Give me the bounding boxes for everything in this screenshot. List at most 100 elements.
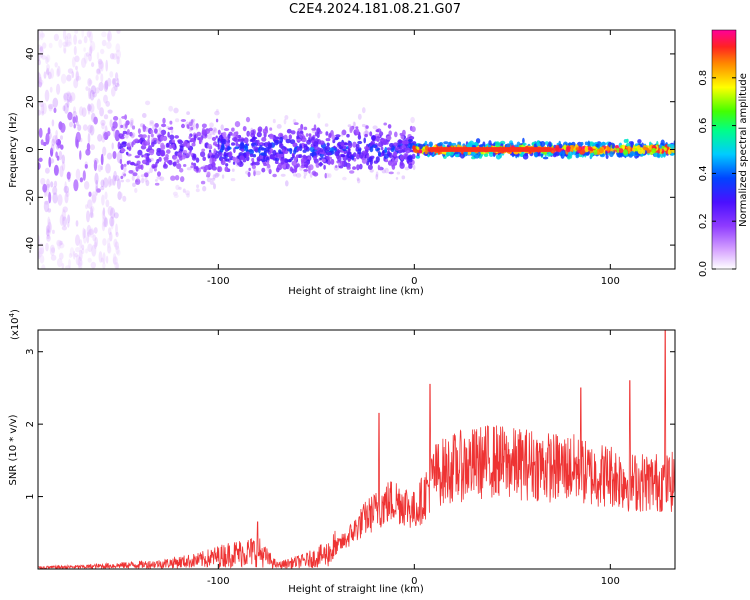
spectrogram-cell-1394 bbox=[305, 163, 309, 169]
spectrogram-cell-266 bbox=[88, 53, 92, 62]
spectrogram-cell-2328 bbox=[566, 146, 571, 150]
spectrogram-cell-711 bbox=[207, 143, 213, 149]
spectrogram-cell-1326 bbox=[250, 162, 254, 166]
spectrogram-cell-1153 bbox=[263, 163, 268, 167]
spectrogram-cell-1258 bbox=[281, 164, 287, 169]
spectrogram-cell-129 bbox=[101, 39, 107, 47]
spectrogram-cell-652 bbox=[205, 170, 211, 177]
spectrogram-cell-1180 bbox=[383, 153, 389, 159]
spectrogram-cell-30 bbox=[87, 78, 92, 87]
spectrogram-cell-283 bbox=[45, 56, 49, 65]
spectrogram-cell-806 bbox=[280, 173, 286, 177]
spectrogram-cell-664 bbox=[141, 134, 147, 139]
spectrogram-cell-642 bbox=[125, 151, 129, 155]
spectrogram-cell-144 bbox=[105, 59, 108, 72]
spectrogram-cell-154 bbox=[93, 116, 98, 125]
snr-x-label: Height of straight line (km) bbox=[288, 584, 424, 595]
spectrogram-cell-473 bbox=[191, 142, 196, 147]
spectrogram-cell-255 bbox=[64, 35, 69, 48]
spectrogram-cell-39 bbox=[41, 111, 45, 116]
spectrogram-cell-434 bbox=[176, 163, 182, 170]
spectrogram-cell-1160 bbox=[369, 131, 373, 137]
spectrogram-cell-320 bbox=[49, 68, 55, 79]
spectrogram-cell-1303 bbox=[337, 155, 342, 162]
spectrogram-cell-203 bbox=[40, 139, 44, 146]
spectrogram-cell-252 bbox=[100, 153, 104, 166]
spectrogram-cell-1369 bbox=[296, 146, 300, 152]
spectrogram-cell-615 bbox=[134, 188, 138, 193]
spectrogram-cell-219 bbox=[92, 91, 97, 98]
spectrogram-cell-860 bbox=[254, 161, 260, 166]
spectrogram-marks bbox=[38, 30, 675, 269]
spectrogram-cell-790 bbox=[381, 169, 386, 174]
spectrogram-cell-2337 bbox=[471, 151, 476, 156]
spectrogram-cell-1163 bbox=[283, 158, 288, 163]
snr-plot-area bbox=[38, 330, 675, 569]
spectrogram-cell-1196 bbox=[290, 130, 296, 135]
snr-x-tick-label: 0 bbox=[411, 576, 417, 587]
spectrogram-cell-1365 bbox=[303, 126, 308, 131]
spectrogram-cell-208 bbox=[79, 150, 82, 161]
spectrogram-cell-86 bbox=[79, 239, 83, 249]
spectrogram-cell-574 bbox=[214, 172, 219, 179]
spectrogram-cell-200 bbox=[87, 243, 93, 253]
spectrogram-cell-276 bbox=[68, 253, 73, 258]
spectrogram-cell-2335 bbox=[606, 146, 611, 152]
spectrogram-cell-2322 bbox=[522, 142, 527, 146]
spectrogram-cell-543 bbox=[130, 132, 136, 138]
spectrogram-cell-1371 bbox=[294, 156, 298, 161]
spectrogram-cell-95 bbox=[38, 44, 42, 50]
spectrogram-cell-1229 bbox=[242, 126, 247, 132]
spectrogram-cell-179 bbox=[46, 183, 50, 188]
spectrogram-cell-1393 bbox=[335, 150, 339, 157]
spectrogram-cell-1063 bbox=[248, 149, 254, 155]
spectrogram-cell-1426 bbox=[237, 138, 241, 142]
spectrogram-cell-540 bbox=[167, 131, 170, 138]
spectrogram-cell-750 bbox=[234, 121, 241, 128]
spectrogram-cell-668 bbox=[156, 159, 160, 164]
spectrogram-cell-1126 bbox=[326, 142, 330, 147]
spectrogram-cell-176 bbox=[98, 81, 104, 92]
spectrogram-cell-516 bbox=[154, 128, 158, 134]
spectrogram-cell-1308 bbox=[284, 115, 289, 120]
spectrogram-cell-1223 bbox=[347, 142, 353, 149]
spectrogram-cell-25 bbox=[117, 191, 122, 201]
spectrogram-cell-32 bbox=[100, 73, 104, 83]
spectrogram-cell-35 bbox=[38, 30, 41, 41]
spectrogram-cell-1424 bbox=[313, 124, 317, 130]
spectrogram-cell-676 bbox=[182, 188, 186, 193]
spectrogram-cell-303 bbox=[65, 265, 71, 269]
spectrogram-cell-256 bbox=[95, 179, 99, 192]
spectrogram-cell-1132 bbox=[343, 142, 349, 146]
spectrogram-cell-523 bbox=[168, 105, 174, 112]
spectrogram-cell-1287 bbox=[400, 135, 405, 140]
spectrogram-cell-2294 bbox=[595, 143, 599, 148]
spectrogram-cell-33 bbox=[112, 151, 117, 159]
spectrogram-cell-1014 bbox=[324, 172, 328, 179]
spectrogram-cell-328 bbox=[61, 262, 65, 269]
spectrogram-cell-347 bbox=[55, 134, 58, 144]
spectrogram-cell-694 bbox=[175, 184, 180, 190]
spectrogram-cell-1301 bbox=[386, 147, 392, 151]
spectrogram-cell-327 bbox=[66, 171, 71, 180]
spectrogram-cell-234 bbox=[96, 98, 101, 111]
spectrogram-cell-1348 bbox=[227, 145, 230, 151]
spectrogram-cell-28 bbox=[62, 216, 68, 227]
spectrogram-cell-216 bbox=[49, 158, 55, 164]
spectrogram-cell-34 bbox=[93, 227, 98, 234]
spectrogram-cell-2349 bbox=[605, 151, 608, 156]
spectrogram-cell-479 bbox=[202, 156, 206, 161]
spectrogram-cell-62 bbox=[50, 181, 54, 188]
spectrogram-cell-259 bbox=[38, 242, 45, 255]
spectrogram-cell-576 bbox=[179, 168, 184, 173]
spectrogram-cell-725 bbox=[189, 146, 192, 153]
spectrogram-cell-207 bbox=[107, 30, 112, 42]
spectrogram-cell-536 bbox=[122, 141, 127, 148]
spectrogram-cell-123 bbox=[83, 35, 88, 44]
spectrogram-cell-78 bbox=[75, 75, 82, 81]
spectrogram-cell-621 bbox=[186, 111, 191, 115]
spectrogram-cell-440 bbox=[215, 172, 220, 177]
spectrogram-cell-153 bbox=[68, 95, 73, 103]
spectrogram-cell-1315 bbox=[352, 166, 357, 170]
spectrogram-cell-88 bbox=[91, 191, 97, 203]
